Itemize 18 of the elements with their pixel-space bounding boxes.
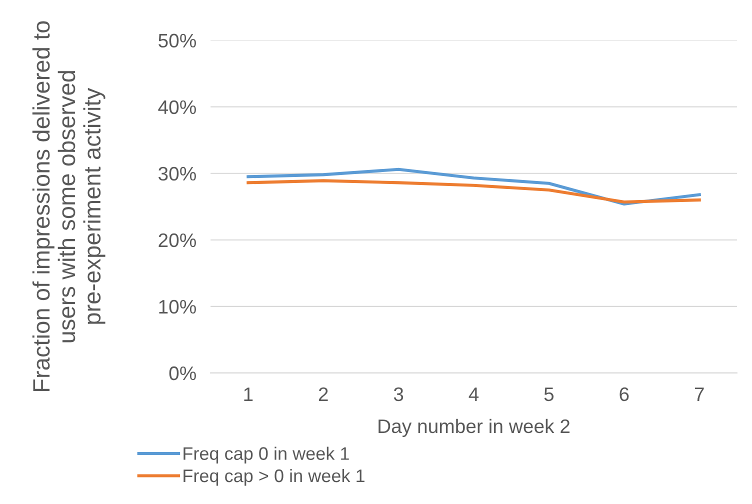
y-tick-label: 10% [159, 300, 196, 314]
x-tick-label: 7 [694, 388, 704, 401]
line-series [246, 179, 701, 204]
y-tick-label: 20% [158, 233, 196, 248]
x-tick-label: 4 [468, 388, 479, 401]
x-tick-label: 6 [620, 387, 629, 402]
y-tick-label: 50% [158, 34, 196, 48]
y-tick-label: 40% [158, 100, 196, 114]
x-axis-title: Day number in week 2 [378, 418, 570, 437]
x-tick-label: 5 [544, 388, 554, 402]
x-tick-label: 2 [318, 387, 328, 401]
y-axis-title: Fraction of impressions delivered to users with some observed pre-experiment activity [32, 21, 106, 392]
x-tick-label: 3 [394, 387, 404, 402]
x-tick-label: 1 [244, 388, 253, 401]
legend-label: Freq cap > 0 in week 1 [184, 468, 364, 486]
y-tick-label: 30% [158, 166, 196, 181]
legend-label: Freq cap 0 in week 1 [184, 446, 349, 464]
y-tick-label: 0% [169, 366, 196, 380]
